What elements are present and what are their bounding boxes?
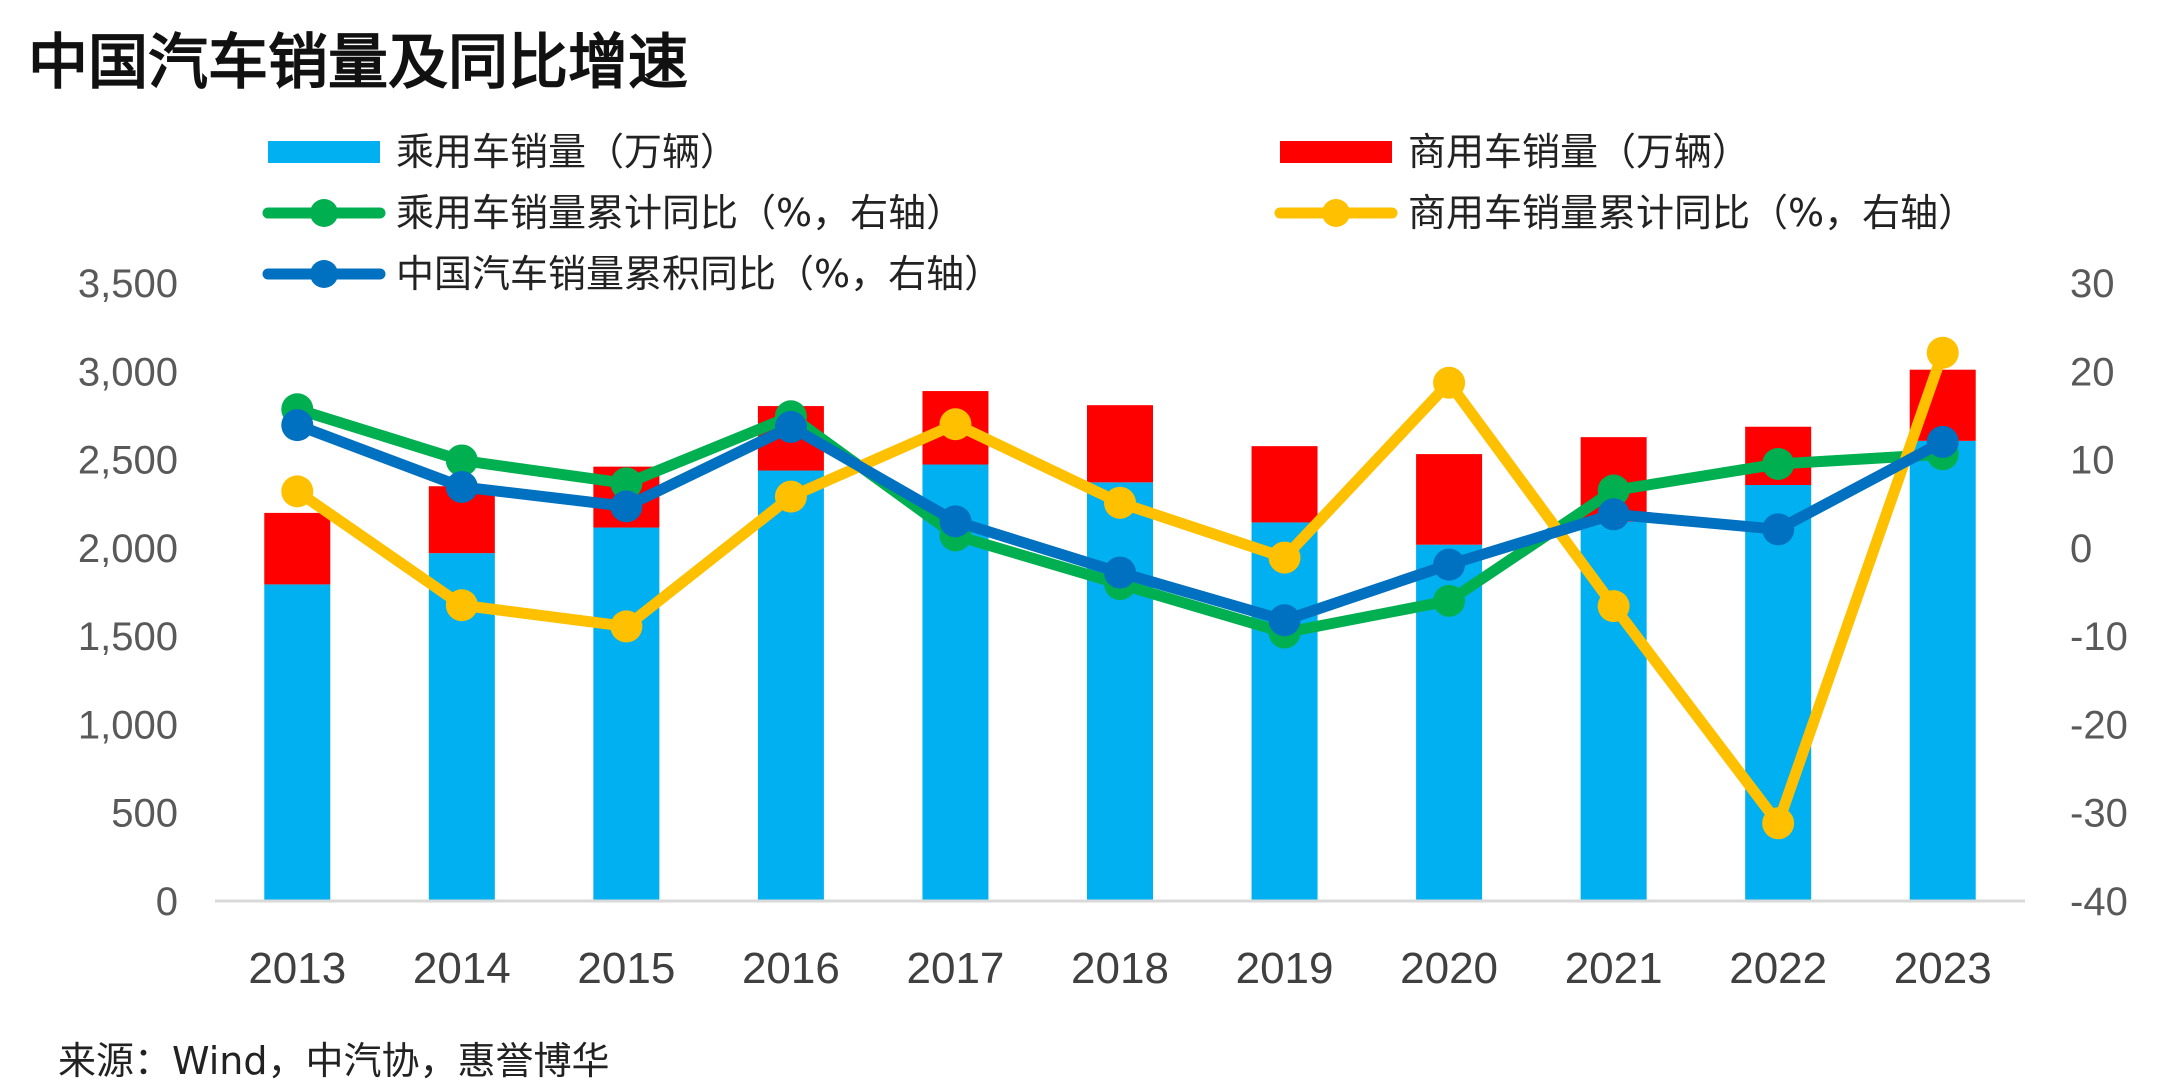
y-right-tick-label: -40	[2070, 880, 2128, 924]
legend-commercial-sales-swatch	[1280, 141, 1392, 163]
point-commercial-yoy-2014	[445, 589, 478, 622]
point-passenger-yoy-2022	[1762, 447, 1795, 480]
y-left-tick-label: 500	[111, 792, 178, 836]
bar-passenger-2018	[1087, 482, 1153, 901]
x-tick-label-2023: 2023	[1894, 944, 1992, 993]
legend-total-yoy-label: 中国汽车销量累积同比（%，右轴）	[396, 252, 1002, 296]
y-right-tick-label: 20	[2070, 350, 2115, 394]
legend-commercial-yoy-label: 商用车销量累计同比（%，右轴）	[1408, 191, 1976, 235]
chart-title: 中国汽车销量及同比增速	[28, 28, 688, 98]
point-commercial-yoy-2015	[610, 610, 643, 643]
point-total-yoy-2016	[774, 410, 807, 443]
legend: 乘用车销量（万辆） 商用车销量（万辆） 乘用车销量累计同比（%，右轴） 商用车销量累计…	[262, 130, 1976, 296]
x-tick-label-2022: 2022	[1729, 944, 1827, 993]
point-commercial-yoy-2016	[774, 480, 807, 513]
bar-commercial-2020	[1416, 454, 1483, 545]
legend-total-yoy-swatch-marker	[310, 260, 338, 288]
point-commercial-yoy-2018	[1104, 486, 1136, 519]
point-total-yoy-2014	[445, 470, 478, 503]
legend-passenger-sales-label: 乘用车销量（万辆）	[396, 130, 738, 174]
point-passenger-yoy-2021	[1597, 474, 1630, 507]
bar-layer	[264, 369, 1976, 901]
y-left-tick-label: 1,000	[78, 703, 178, 747]
point-total-yoy-2020	[1433, 548, 1466, 581]
x-tick-label-2021: 2021	[1565, 944, 1663, 993]
x-tick-label-2020: 2020	[1400, 944, 1498, 993]
legend-passenger-yoy-label: 乘用车销量累计同比（%，右轴）	[396, 191, 964, 235]
y-right-tick-label: 30	[2070, 262, 2115, 306]
point-commercial-yoy-2021	[1597, 590, 1630, 623]
point-commercial-yoy-2022	[1762, 807, 1795, 840]
y-left-tick-label: 2,000	[78, 527, 178, 571]
x-axis-labels: 2013 2014 2015 2016 2017 2018 2019 2020 2021 2022…	[248, 944, 1991, 993]
bar-passenger-2013	[264, 584, 331, 901]
y-right-tick-label: 10	[2070, 439, 2115, 483]
point-commercial-yoy-2013	[281, 475, 314, 508]
bar-passenger-2019	[1251, 522, 1318, 901]
point-total-yoy-2019	[1268, 604, 1301, 637]
x-tick-label-2013: 2013	[248, 944, 346, 993]
point-passenger-yoy-2014	[445, 444, 478, 477]
legend-passenger-yoy-swatch-marker	[310, 199, 338, 227]
x-tick-label-2017: 2017	[907, 944, 1005, 993]
point-total-yoy-2021	[1597, 498, 1630, 531]
point-total-yoy-2018	[1104, 556, 1136, 589]
point-commercial-yoy-2020	[1433, 366, 1466, 399]
point-total-yoy-2023	[1926, 425, 1959, 458]
point-commercial-yoy-2023	[1926, 336, 1959, 369]
x-tick-label-2015: 2015	[577, 944, 675, 993]
x-tick-label-2018: 2018	[1071, 944, 1169, 993]
bar-commercial-2018	[1087, 405, 1153, 483]
point-passenger-yoy-2020	[1433, 584, 1466, 617]
y-left-tick-label: 2,500	[78, 439, 178, 483]
y-right-tick-label: -30	[2070, 792, 2128, 836]
point-commercial-yoy-2019	[1268, 541, 1301, 574]
line-layer	[281, 336, 1959, 840]
bar-commercial-2019	[1251, 446, 1318, 523]
x-tick-label-2014: 2014	[413, 944, 511, 993]
y-axis-right: -40 -30 -20 -10 0 10 20 30	[2070, 262, 2128, 924]
point-commercial-yoy-2017	[939, 408, 972, 441]
y-left-tick-label: 3,500	[78, 262, 178, 306]
x-tick-label-2016: 2016	[742, 944, 840, 993]
y-right-tick-label: -20	[2070, 703, 2128, 747]
y-left-tick-label: 1,500	[78, 615, 178, 659]
bar-passenger-2023	[1909, 440, 1976, 901]
y-left-tick-label: 3,000	[78, 350, 178, 394]
y-right-tick-label: -10	[2070, 615, 2128, 659]
y-axis-left: 0 500 1,000 1,500 2,000 2,500 3,000 3,500	[78, 262, 178, 924]
source-note: 来源：Wind，中汽协，惠誉博华	[58, 1039, 610, 1083]
point-total-yoy-2015	[610, 490, 643, 523]
point-passenger-yoy-2015	[610, 467, 643, 500]
y-right-tick-label: 0	[2070, 527, 2092, 571]
y-left-tick-label: 0	[156, 880, 178, 924]
point-total-yoy-2022	[1762, 513, 1795, 546]
legend-commercial-yoy-swatch-marker	[1322, 199, 1350, 227]
legend-commercial-sales-label: 商用车销量（万辆）	[1408, 130, 1750, 174]
legend-passenger-sales-swatch	[268, 141, 380, 163]
bar-commercial-2013	[264, 512, 331, 585]
point-total-yoy-2017	[939, 505, 972, 538]
x-tick-label-2019: 2019	[1236, 944, 1334, 993]
bar-passenger-2016	[757, 470, 824, 901]
bar-passenger-2015	[593, 527, 660, 901]
point-total-yoy-2013	[281, 409, 314, 442]
